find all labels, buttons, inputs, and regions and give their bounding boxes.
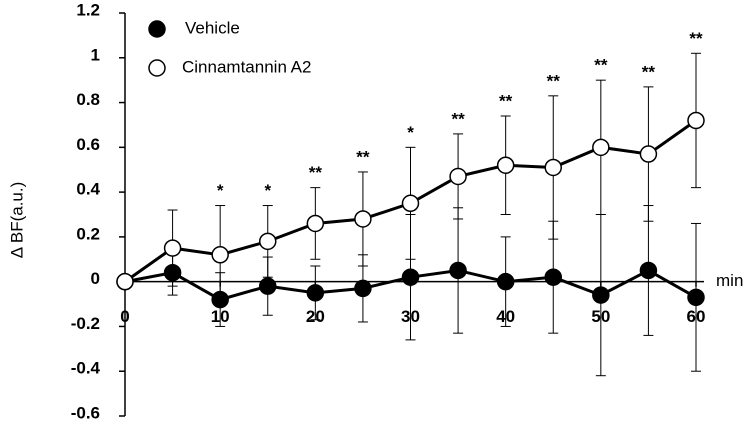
legend-marker — [148, 59, 166, 77]
data-point — [163, 263, 182, 282]
data-point — [496, 156, 515, 174]
data-point — [259, 232, 277, 251]
y-tick-label: 0.8 — [76, 90, 100, 109]
y-tick-label: 0 — [91, 269, 100, 288]
legend-marker — [148, 20, 166, 38]
y-tick-label: 0.2 — [76, 224, 100, 243]
data-point — [116, 272, 134, 291]
data-point — [449, 167, 467, 186]
y-tick-label: -0.2 — [71, 314, 100, 333]
significance-mark: ** — [309, 163, 323, 182]
significance-mark: * — [264, 181, 271, 200]
data-point — [163, 239, 182, 257]
data-point — [401, 268, 420, 286]
data-point — [496, 272, 515, 291]
significance-mark: ** — [547, 71, 561, 90]
data-point — [592, 138, 610, 157]
x-tick-label: 0 — [120, 307, 129, 326]
y-tick-label: -0.4 — [71, 359, 101, 378]
y-tick-label: -0.6 — [71, 403, 100, 422]
data-point — [639, 261, 658, 280]
y-tick-label: 1.2 — [76, 0, 100, 19]
data-point — [306, 284, 325, 302]
data-point — [544, 268, 562, 286]
data-point — [544, 158, 562, 177]
data-point — [639, 145, 658, 163]
significance-mark: ** — [451, 109, 465, 128]
data-point — [259, 277, 277, 295]
y-axis-label: Δ BF(a.u.) — [7, 182, 26, 259]
data-point — [687, 288, 705, 307]
data-point — [449, 261, 467, 280]
data-point — [401, 194, 420, 213]
significance-mark: ** — [642, 62, 656, 81]
data-point — [306, 214, 325, 233]
significance-mark: * — [407, 123, 414, 142]
significance-mark: ** — [499, 91, 513, 110]
y-tick-label: 1 — [91, 45, 100, 64]
significance-mark: ** — [594, 56, 608, 75]
data-point — [354, 279, 372, 298]
significance-mark: * — [217, 181, 224, 200]
significance-mark: ** — [689, 29, 703, 48]
legend-label: Cinnamtannin A2 — [182, 57, 311, 76]
data-point — [592, 286, 610, 304]
data-point — [687, 111, 705, 130]
data-point — [354, 210, 372, 228]
data-point — [211, 246, 229, 264]
x-axis-label: min — [716, 271, 743, 290]
significance-mark: ** — [356, 147, 370, 166]
y-tick-label: 0.6 — [76, 135, 100, 154]
legend-label: Vehicle — [185, 18, 240, 37]
y-tick-label: 0.4 — [76, 180, 100, 199]
data-point — [211, 290, 229, 309]
